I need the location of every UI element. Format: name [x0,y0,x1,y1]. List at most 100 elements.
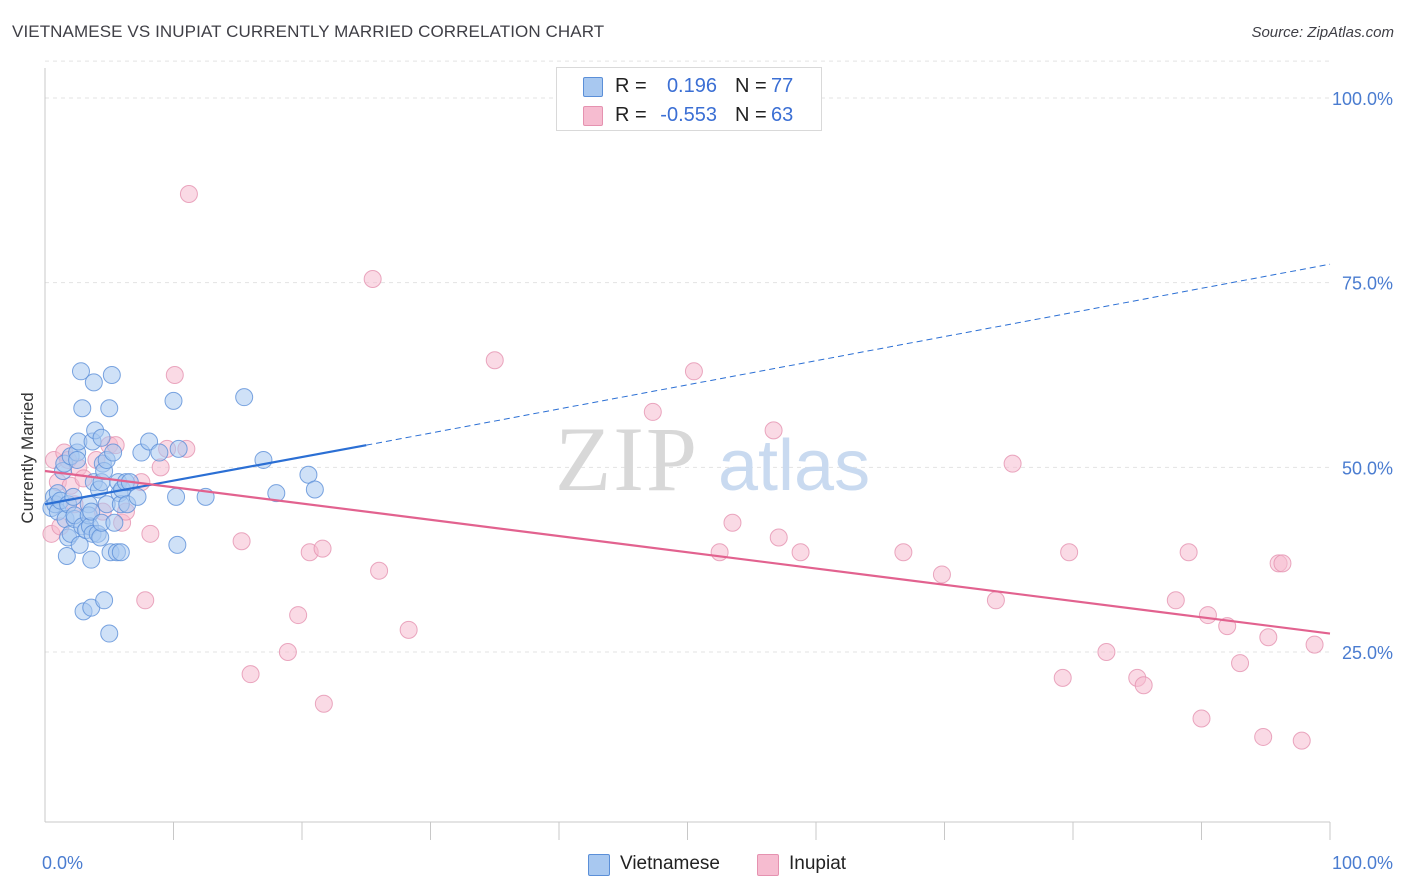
inupiat-point [894,543,913,562]
inupiat-point [1003,454,1022,473]
vietnamese-point [168,535,187,554]
inupiat-point [1053,668,1072,687]
inupiat-point [1273,554,1292,573]
inupiat-point [1292,731,1311,750]
tick-labels: 25.0% 50.0% 75.0% 100.0% 0.0% 100.0% [42,89,1393,873]
vietnamese-point [150,443,169,462]
inupiat-point [1166,591,1185,610]
inupiat-point [141,524,160,543]
vietnamese-point [167,487,186,506]
inupiat-point [684,362,703,381]
inupiat-point [313,539,332,558]
vietnamese-point [71,362,90,381]
vietnamese-point [169,439,188,458]
vietnamese-point [82,502,101,521]
inupiat-point [791,543,810,562]
inupiat-point [1060,543,1079,562]
inupiat-point [399,620,418,639]
data-points [42,185,1324,750]
vietnamese-point [111,543,130,562]
vietnamese-point [57,546,76,565]
inupiat-point [1259,628,1278,647]
n-label: N = [735,104,767,126]
inupiat-point [179,185,198,204]
vietnamese-point [164,391,183,410]
vietnamese-point [104,443,123,462]
source-label: Source: ZipAtlas.com [1251,24,1394,41]
legend-row-inupiat: R = -0.553 N = 63 [557,101,821,131]
r-label: R = [615,75,647,97]
inupiat-point [370,561,389,580]
vietnamese-trend-line [44,444,367,506]
vietnamese-point [82,550,101,569]
vietnamese-point [68,450,87,469]
watermark-atlas: atlas [718,426,870,506]
n-value: 77 [771,75,794,97]
inupiat-point [769,528,788,547]
inupiat-point [1198,606,1217,625]
inupiat-point [723,513,742,532]
inupiat-point [1097,643,1116,661]
inupiat-point [1305,635,1324,654]
legend-label-inupiat: Inupiat [789,853,847,874]
inupiat-point [485,351,504,370]
inupiat-point [363,269,382,288]
vietnamese-swatch [583,77,603,97]
inupiat-point [241,665,260,684]
vietnamese-point [92,428,111,447]
vietnamese-point [100,399,119,418]
chart-title: VIETNAMESE VS INUPIAT CURRENTLY MARRIED … [12,22,605,41]
y-tick-label: 50.0% [1342,458,1393,478]
axes [44,68,1330,823]
vietnamese-point [235,388,254,407]
legend-label-vietnamese: Vietnamese [620,853,720,874]
inupiat-trend-line [44,469,1331,635]
vietnamese-point [105,513,124,532]
n-label: N = [735,75,767,97]
r-label: R = [615,104,647,126]
inupiat-point [986,591,1005,610]
vietnamese-point [84,373,103,392]
x-tick-label: 100.0% [1332,853,1393,873]
inupiat-point [289,606,308,625]
y-tick-label: 75.0% [1342,274,1393,294]
inupiat-swatch [757,854,779,876]
vietnamese-point [305,480,324,499]
inupiat-point [643,402,662,421]
vietnamese-point [73,399,92,418]
vietnamese-point [140,432,159,451]
inupiat-point [1192,709,1211,728]
inupiat-point [165,366,184,384]
y-tick-label: 25.0% [1342,643,1393,663]
vietnamese-point [128,487,147,506]
r-value: -0.553 [660,104,717,126]
vietnamese-point [95,591,114,610]
inupiat-point [710,543,729,562]
inupiat-point [1231,654,1250,673]
inupiat-point [1179,543,1198,562]
y-tick-label: 100.0% [1332,89,1393,109]
inupiat-point [932,565,951,584]
inupiat-point [314,694,333,713]
inupiat-point [1254,727,1273,746]
watermark: ZIP atlas [555,408,870,510]
inupiat-point [278,643,297,661]
trend-lines [44,263,1331,635]
y-axis-label: Currently Married [18,392,37,523]
inupiat-point [764,421,783,440]
vietnamese-trend-extension [366,263,1331,446]
vietnamese-point [102,366,121,384]
inupiat-point [1134,676,1153,695]
x-tick-label: 0.0% [42,853,83,873]
legend-row-vietnamese: R = 0.196 N = 77 [557,72,821,102]
vietnamese-point [100,624,119,643]
correlation-legend: R = 0.196 N = 77 R = -0.553 N = 63 [556,67,822,131]
vietnamese-swatch [588,854,610,876]
vietnamese-point [267,484,286,503]
n-value: 63 [771,104,794,126]
watermark-zip: ZIP [555,408,699,510]
r-value: 0.196 [666,75,717,97]
inupiat-swatch [583,106,603,126]
inupiat-point [232,532,251,551]
